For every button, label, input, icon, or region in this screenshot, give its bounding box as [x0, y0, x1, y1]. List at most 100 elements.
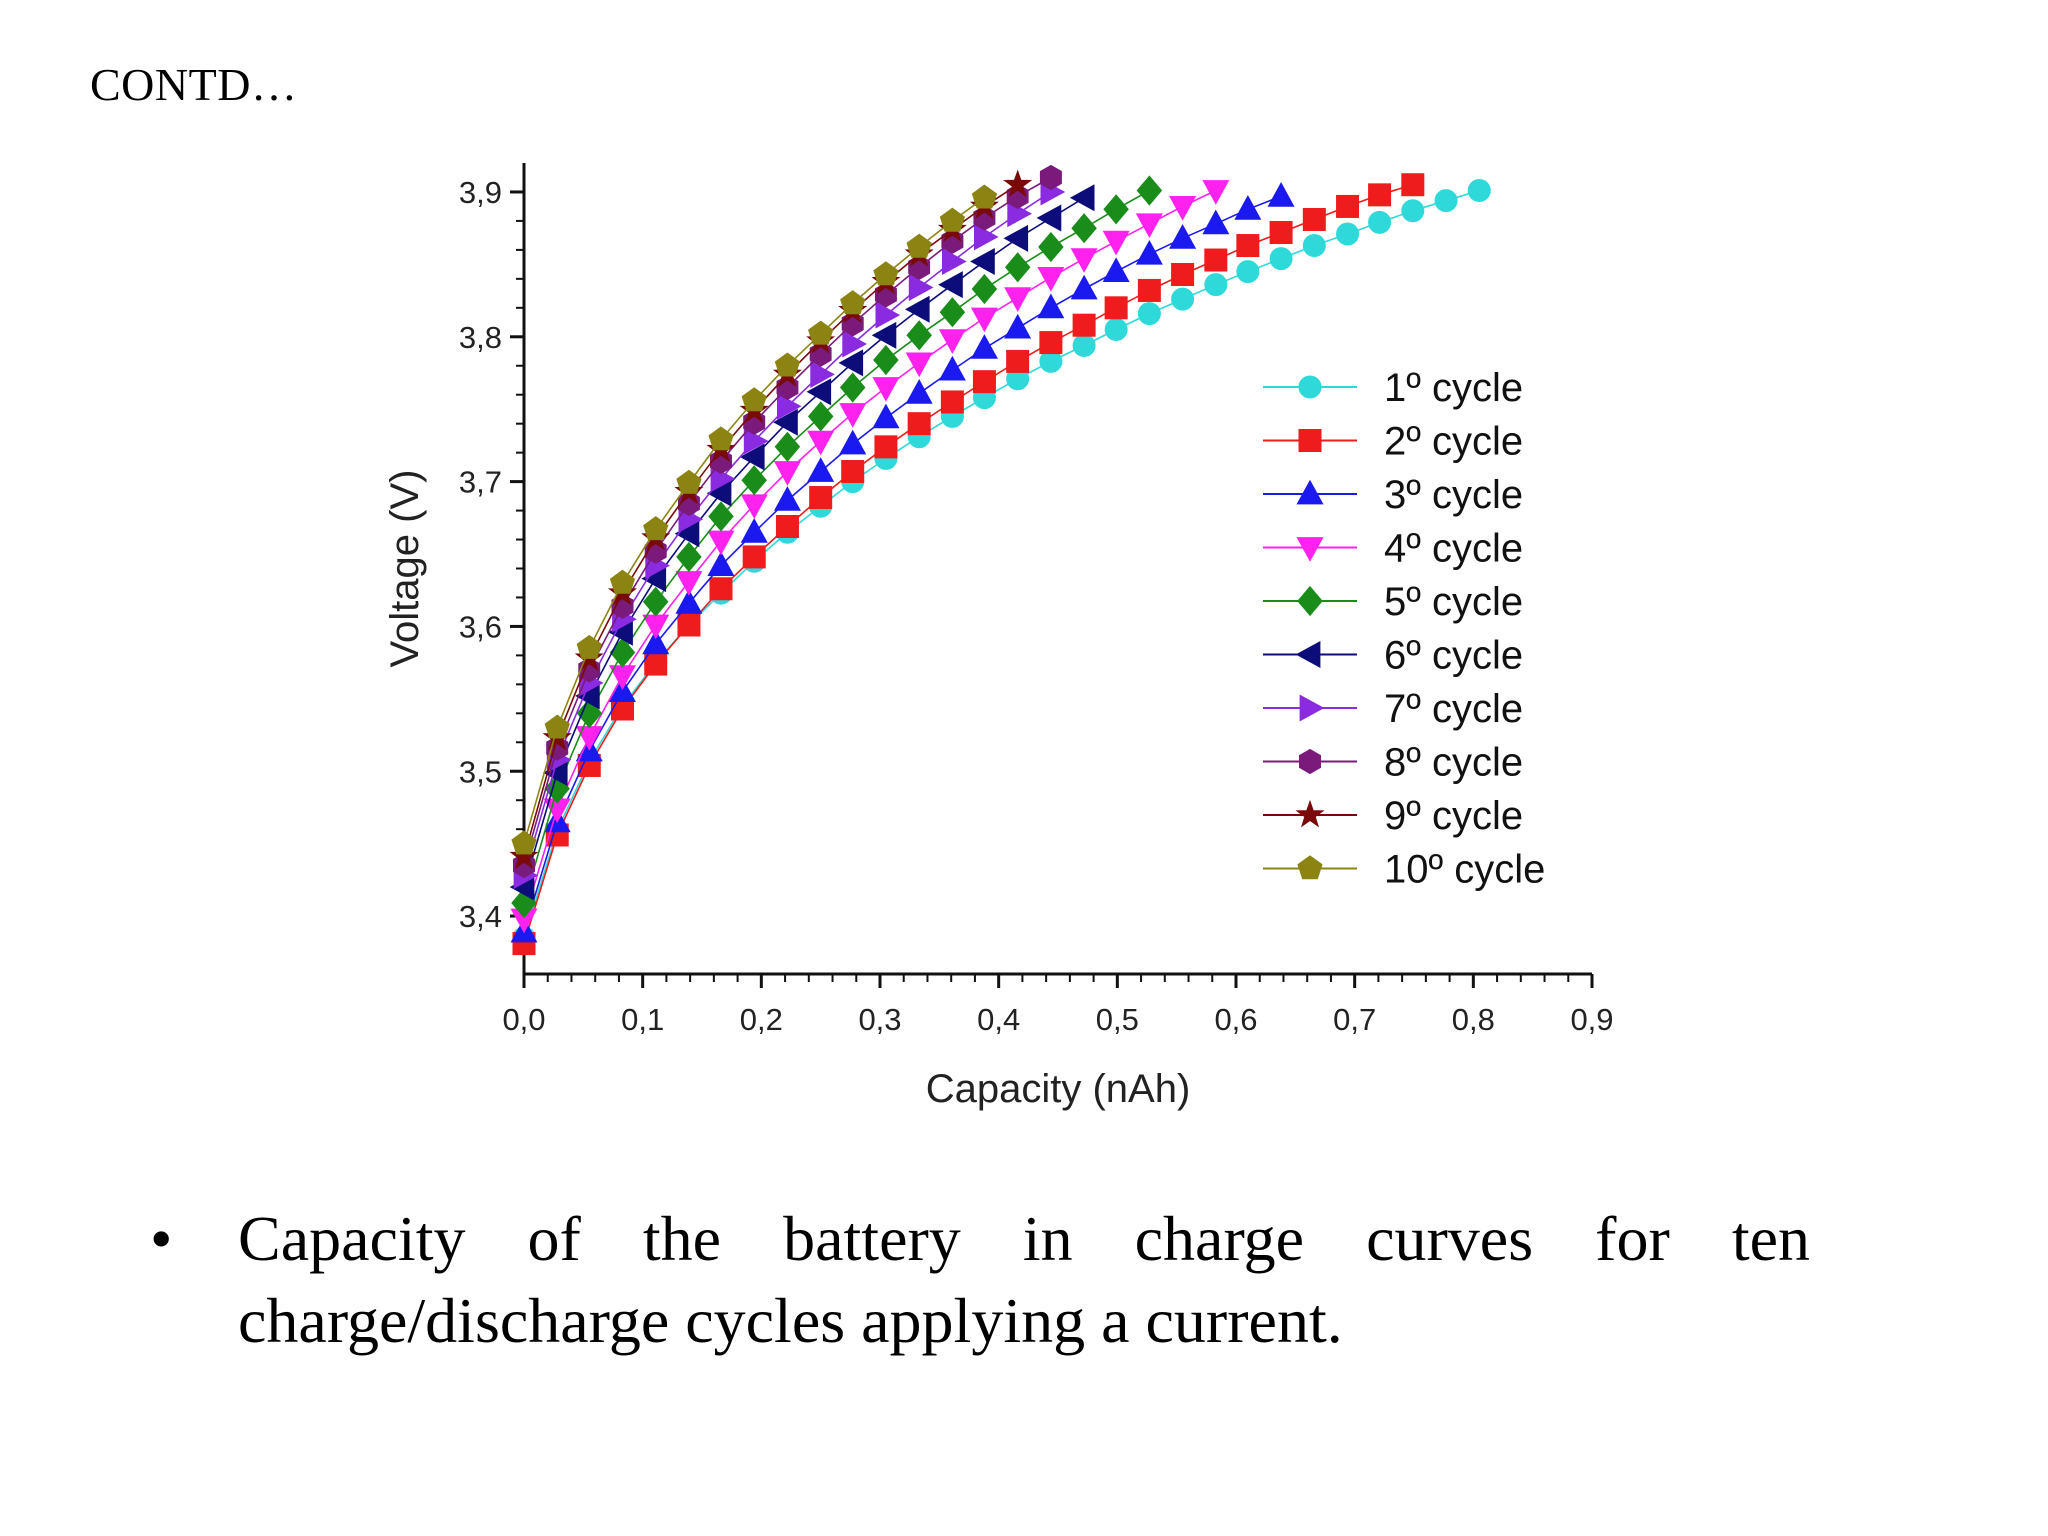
- data-point: [1171, 263, 1195, 287]
- data-point: [810, 360, 835, 388]
- y-tick-label: 3,4: [459, 899, 502, 934]
- data-point: [775, 515, 799, 539]
- data-point: [1169, 224, 1197, 249]
- chart-legend: 1º cycle 2º cycle 3º cycle 4º cycle 5º cycle…: [1263, 366, 1545, 892]
- data-point: [1302, 207, 1326, 231]
- data-point: [1169, 196, 1197, 221]
- data-point: [873, 344, 899, 376]
- data-point: [1004, 313, 1032, 339]
- legend-label: 5º cycle: [1384, 580, 1523, 624]
- bullet-dot: •: [150, 1203, 173, 1274]
- series-3: [510, 182, 1295, 943]
- data-point: [908, 274, 934, 302]
- data-point: [777, 392, 802, 420]
- legend-marker: [1295, 799, 1325, 828]
- data-point: [773, 486, 801, 511]
- y-tick-label: 3,6: [459, 609, 502, 644]
- legend-marker: [1297, 855, 1323, 880]
- series-5: [511, 175, 1163, 919]
- legend-marker: [1298, 375, 1322, 399]
- data-point: [874, 435, 898, 459]
- legend-label: 9º cycle: [1384, 794, 1523, 838]
- data-point: [1039, 331, 1063, 355]
- series-10: [511, 184, 998, 855]
- data-point: [741, 387, 767, 412]
- data-point: [939, 297, 966, 328]
- data-point: [1236, 260, 1260, 284]
- data-point: [1368, 210, 1392, 234]
- data-point: [872, 377, 900, 402]
- data-point: [1102, 257, 1130, 282]
- x-tick-label: 0,7: [1333, 1002, 1376, 1037]
- data-point: [642, 614, 670, 640]
- data-point: [1102, 230, 1130, 256]
- data-point: [642, 629, 670, 655]
- legend-item: 4º cycle: [1263, 527, 1523, 571]
- data-point: [1204, 248, 1228, 272]
- data-point: [675, 589, 703, 614]
- data-point: [809, 486, 833, 510]
- data-point: [774, 352, 801, 377]
- legend-marker: [1299, 694, 1325, 722]
- data-point: [509, 841, 539, 870]
- data-point: [609, 569, 636, 594]
- data-point: [1039, 164, 1062, 191]
- data-point: [906, 233, 932, 258]
- data-point: [1202, 180, 1230, 205]
- series-line: [523, 183, 1414, 944]
- legend-label: 10º cycle: [1384, 848, 1545, 892]
- data-point: [841, 459, 865, 483]
- data-point: [1071, 213, 1097, 244]
- data-point: [1236, 234, 1260, 258]
- data-point: [707, 530, 735, 556]
- data-point: [1038, 231, 1064, 263]
- x-tick-label: 0,3: [858, 1002, 901, 1037]
- data-point: [808, 320, 834, 345]
- legend-label: 2º cycle: [1384, 420, 1523, 464]
- data-point: [1269, 247, 1293, 271]
- data-point: [1171, 287, 1195, 311]
- chart-axes: 0,0 0,1 0,2 0,3 0,4 0,5 0,6 0,7 0,8 0,9 3,4 3,5 3,6 3…: [459, 163, 1614, 1037]
- data-point: [1004, 287, 1032, 312]
- x-tick-label: 0,6: [1214, 1002, 1257, 1037]
- x-axis-title: Capacity (nAh): [926, 1067, 1191, 1111]
- data-point: [839, 403, 867, 428]
- data-point: [970, 307, 998, 333]
- y-tick-label: 3,5: [459, 754, 502, 789]
- data-point: [742, 545, 766, 569]
- data-point: [676, 469, 702, 494]
- bullet-point: • Capacity of the battery in charge curv…: [150, 1198, 1810, 1362]
- data-point: [1234, 195, 1262, 220]
- y-tick-label: 3,9: [459, 175, 502, 210]
- data-point: [1467, 179, 1491, 203]
- y-tick-label: 3,7: [459, 465, 502, 500]
- x-tick-label: 0,5: [1096, 1002, 1139, 1037]
- data-point: [938, 329, 966, 354]
- data-point: [1070, 248, 1098, 273]
- series-line: [523, 189, 1217, 920]
- legend-marker: [1295, 641, 1321, 668]
- data-point: [938, 271, 963, 299]
- data-point: [1036, 204, 1062, 232]
- data-point: [709, 577, 733, 601]
- data-point: [873, 261, 899, 286]
- data-point: [1434, 189, 1458, 213]
- chart-series-group: [509, 164, 1491, 956]
- data-point: [740, 518, 768, 543]
- data-point: [1202, 209, 1230, 235]
- data-point: [1069, 184, 1095, 212]
- data-point: [1401, 199, 1425, 223]
- data-point: [1104, 318, 1128, 342]
- data-point: [643, 516, 669, 541]
- data-point: [871, 321, 897, 349]
- data-point: [807, 457, 835, 482]
- series-line: [523, 197, 1085, 888]
- legend-item: 3º cycle: [1263, 473, 1523, 517]
- x-tick-label: 0,8: [1452, 1002, 1495, 1037]
- series-line: [523, 184, 1019, 857]
- x-tick-label: 0,1: [621, 1002, 664, 1037]
- data-point: [1037, 293, 1065, 319]
- data-point: [842, 330, 867, 358]
- data-point: [940, 390, 964, 414]
